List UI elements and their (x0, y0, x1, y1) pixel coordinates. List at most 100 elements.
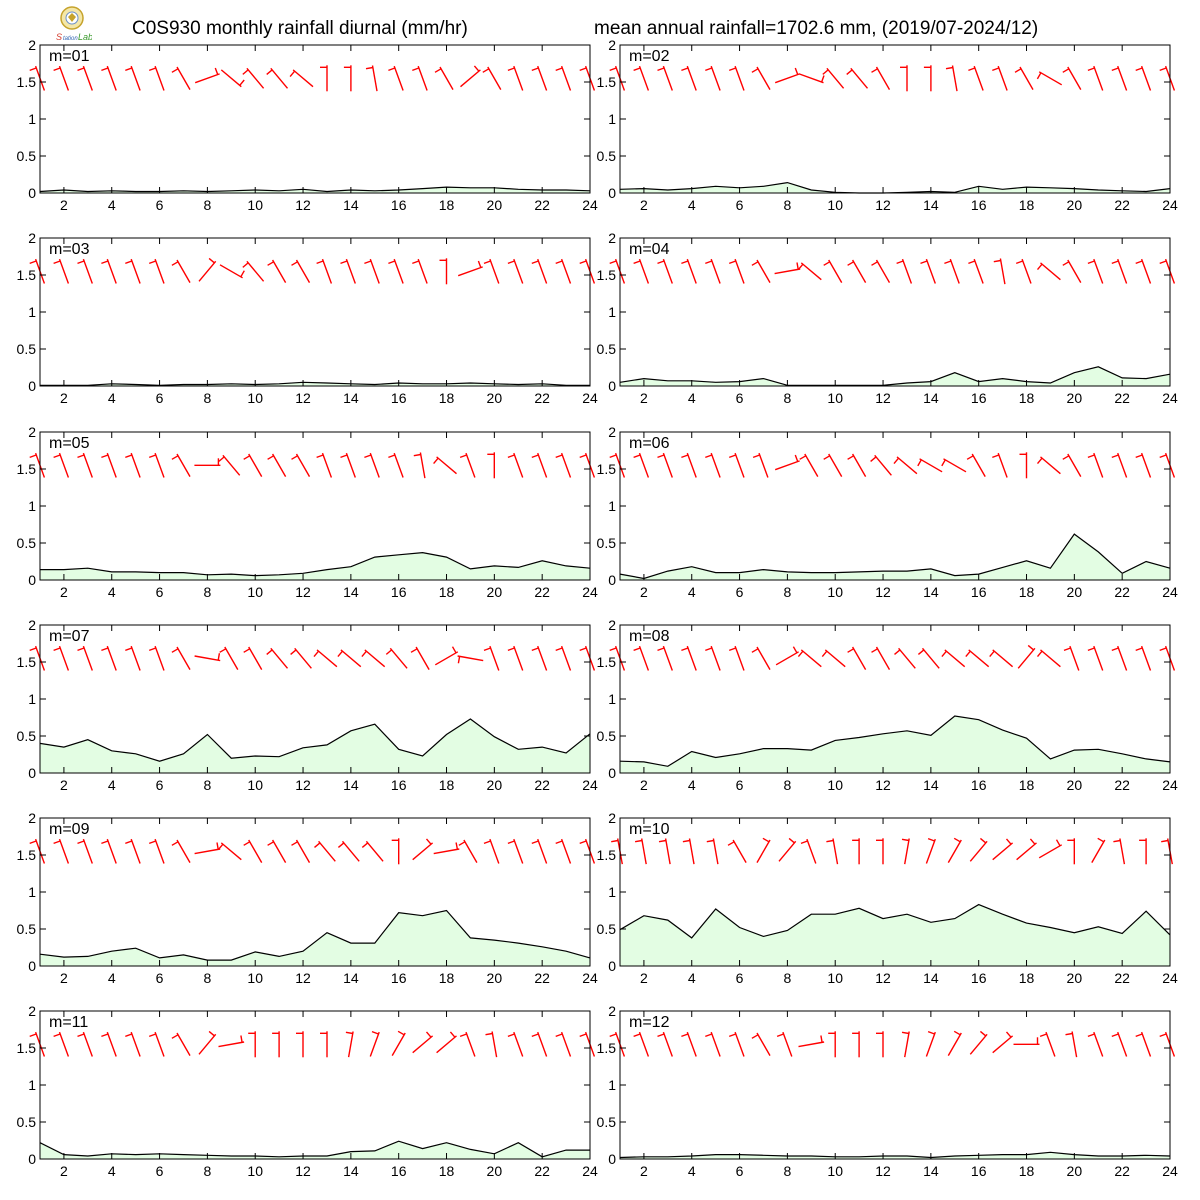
wind-barb-feather (751, 648, 759, 653)
y-tick-label: 1.5 (597, 461, 617, 477)
wind-barb-feather (425, 838, 432, 845)
wind-barb-shaft (710, 645, 721, 671)
wind-barb-shaft (999, 258, 1006, 285)
wind-barb-feather (125, 840, 133, 845)
wind-barb-shaft (804, 453, 819, 477)
wind-barb-feather (1113, 839, 1121, 843)
y-tick-label: 1.5 (17, 267, 37, 283)
x-tick-label: 24 (582, 970, 598, 986)
wind-barb-feather (291, 261, 298, 266)
x-tick-label: 4 (688, 777, 696, 793)
lab-logo-icon: S tation Lab (56, 6, 92, 42)
x-tick-label: 18 (439, 777, 455, 793)
x-tick-label: 8 (783, 1163, 791, 1179)
wind-barb-shaft (1117, 258, 1128, 284)
x-tick-label: 14 (923, 1163, 939, 1179)
x-tick-label: 20 (1067, 584, 1083, 600)
wind-barb-shaft (560, 65, 572, 91)
wind-barb-feather (459, 1033, 467, 1038)
wind-barb-shaft (1040, 649, 1061, 668)
x-tick-label: 6 (736, 197, 744, 213)
wind-barb-shaft (734, 65, 745, 91)
wind-barb-shaft (106, 452, 117, 478)
wind-barb-feather (1015, 260, 1024, 265)
wind-barb-feather (340, 454, 348, 459)
x-tick-label: 2 (60, 390, 68, 406)
wind-barb-shaft (537, 258, 548, 284)
x-tick-label: 22 (534, 970, 550, 986)
wind-barb-shaft (463, 839, 478, 863)
wind-barb-shaft (778, 840, 797, 862)
wind-barb-shaft (560, 452, 572, 478)
x-tick-label: 14 (343, 390, 359, 406)
wind-barb-feather (966, 455, 974, 460)
wind-barb-feather (993, 259, 1001, 263)
x-tick-label: 16 (391, 197, 407, 213)
x-tick-label: 10 (247, 1163, 263, 1179)
y-tick-label: 0 (28, 1151, 36, 1167)
wind-barb-feather (1087, 260, 1095, 265)
wind-barb-shaft (194, 848, 221, 855)
x-tick-label: 20 (1067, 970, 1083, 986)
x-tick-label: 16 (971, 970, 987, 986)
wind-barb-feather (658, 839, 667, 843)
y-tick-label: 0.5 (597, 535, 617, 551)
wind-barb-shaft (782, 1031, 793, 1057)
wind-barb-feather (706, 839, 714, 843)
wind-barb-shaft (176, 453, 191, 477)
wind-barb-shaft (875, 646, 891, 670)
wind-barb-shaft (758, 452, 769, 478)
wind-barb-feather (797, 650, 804, 658)
wind-barb-feather (1161, 839, 1169, 843)
wind-barb-feather (531, 1033, 539, 1038)
y-tick-label: 1 (608, 1077, 616, 1093)
wind-barb-shaft (1093, 258, 1104, 284)
x-tick-label: 18 (1019, 584, 1035, 600)
wind-barb-feather (1135, 647, 1143, 652)
wind-barb-feather (29, 454, 37, 459)
y-tick-label: 0 (28, 378, 36, 394)
wind-barb-feather (243, 648, 251, 653)
month-label: m=07 (49, 628, 90, 645)
wind-barb-shaft (973, 258, 984, 284)
wind-barb-shaft (1140, 1031, 1152, 1057)
wind-barb-feather (788, 837, 795, 844)
wind-barb-shaft (412, 842, 434, 861)
x-tick-label: 10 (247, 390, 263, 406)
wind-barb-feather (242, 262, 249, 268)
wind-barb-feather (846, 69, 853, 75)
x-tick-label: 12 (875, 970, 891, 986)
x-tick-label: 8 (203, 390, 211, 406)
wind-barb-feather (433, 457, 439, 465)
wind-barb-feather (979, 837, 987, 844)
rainfall-line (39, 718, 591, 762)
x-tick-label: 12 (875, 197, 891, 213)
x-tick-label: 14 (343, 970, 359, 986)
wind-barb-shaft (106, 1031, 117, 1057)
wind-barb-feather (217, 653, 221, 661)
wind-barb-shaft (756, 259, 771, 283)
x-tick-label: 6 (736, 970, 744, 986)
wind-barb-feather (751, 261, 759, 266)
wind-barb-shaft (832, 838, 839, 865)
wind-barb-feather (148, 647, 157, 652)
rainfall-area (620, 534, 1170, 580)
wind-barb-shaft (921, 647, 940, 669)
wind-barb-shaft (341, 840, 360, 862)
wind-barb-feather (820, 75, 825, 83)
wind-barb-shaft (874, 454, 892, 476)
x-tick-label: 22 (534, 390, 550, 406)
wind-barb-feather (920, 260, 928, 265)
wind-barb-feather (894, 649, 901, 655)
wind-barb-shaft (270, 647, 289, 669)
wind-barb-feather (728, 260, 737, 265)
x-tick-label: 10 (247, 197, 263, 213)
x-tick-label: 24 (582, 584, 598, 600)
wind-barb-feather (657, 1033, 665, 1038)
wind-barb-feather (455, 842, 459, 850)
wind-barb-feather (412, 260, 420, 265)
x-tick-label: 2 (60, 584, 68, 600)
wind-barb-shaft (82, 1031, 93, 1057)
x-tick-label: 22 (1114, 970, 1130, 986)
rainfall-line (619, 903, 1171, 939)
